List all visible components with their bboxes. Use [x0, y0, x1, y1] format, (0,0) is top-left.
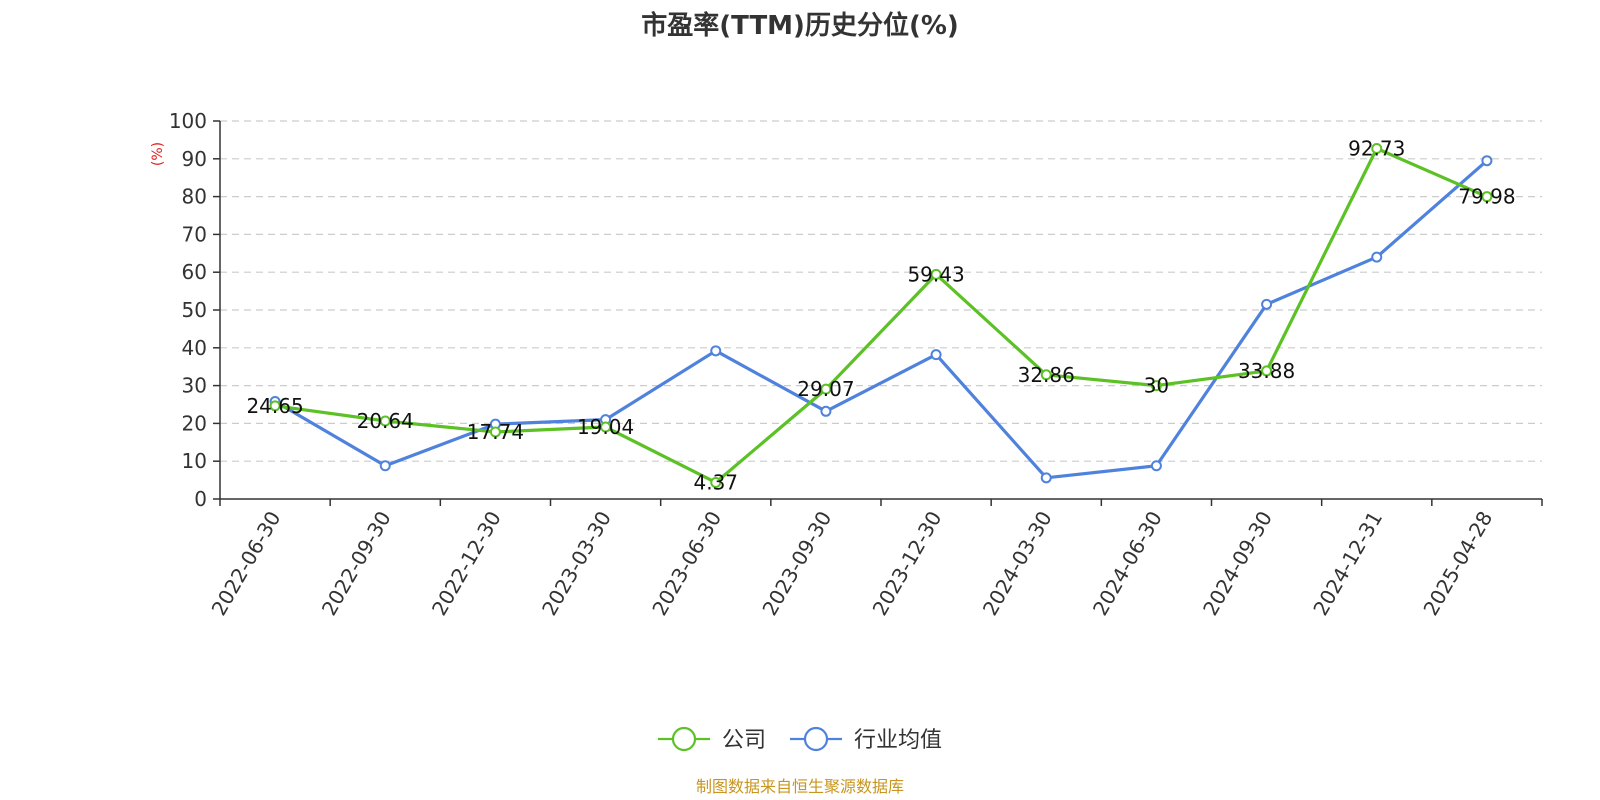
data-label: 30: [1144, 374, 1169, 398]
data-point[interactable]: [1371, 142, 1383, 154]
y-tick-label: 40: [182, 336, 207, 360]
data-label: 59.43: [907, 262, 964, 286]
legend-label: 公司: [722, 728, 766, 753]
data-point[interactable]: [489, 426, 501, 438]
x-tick-label: 2022-12-30: [427, 507, 506, 620]
x-tick-label: 2025-04-28: [1418, 507, 1497, 620]
y-tick-label: 30: [182, 374, 207, 398]
legend-marker: [803, 726, 829, 752]
chart-title: 市盈率(TTM)历史分位(%): [641, 10, 959, 41]
legend[interactable]: 公司 行业均值: [658, 726, 942, 753]
x-tick-label: 2023-03-30: [537, 507, 616, 620]
data-label: 32.86: [1018, 363, 1075, 387]
data-point[interactable]: [1371, 251, 1383, 263]
x-tick-label: 2024-06-30: [1088, 507, 1167, 620]
data-point[interactable]: [710, 345, 722, 357]
y-tick-label: 90: [182, 147, 207, 171]
grid-lines: [220, 120, 1542, 462]
x-tick-label: 2024-12-31: [1308, 507, 1387, 620]
data-point[interactable]: [820, 405, 832, 417]
legend-item[interactable]: 公司: [658, 726, 766, 753]
x-tick-label: 2022-06-30: [207, 507, 286, 620]
legend-marker: [671, 726, 697, 752]
y-tick-label: 60: [182, 260, 207, 284]
x-tick-label: 2023-09-30: [757, 507, 836, 620]
data-label: 20.64: [357, 409, 414, 433]
data-point[interactable]: [1040, 472, 1052, 484]
x-tick-label: 2024-09-30: [1198, 507, 1277, 620]
data-point[interactable]: [1150, 380, 1162, 392]
x-tick-label: 2023-06-30: [647, 507, 726, 620]
y-tick-label: 10: [182, 449, 207, 473]
data-label: 29.07: [797, 377, 854, 401]
y-tick-label: 80: [182, 185, 207, 209]
y-tick-label: 100: [169, 109, 207, 133]
data-label: 33.88: [1238, 359, 1295, 383]
x-tick-label: 2023-12-30: [868, 507, 947, 620]
data-point[interactable]: [269, 400, 281, 412]
data-point[interactable]: [710, 476, 722, 488]
series-lines: [269, 142, 1493, 488]
data-point[interactable]: [1261, 365, 1273, 377]
data-label: 17.74: [467, 420, 524, 444]
y-tick-label: 20: [182, 411, 207, 435]
data-point[interactable]: [1261, 298, 1273, 310]
axes: 0 10 20 30 40 50 60 70 80 90 100 2022-06-30 2022-09-…: [169, 109, 1543, 620]
data-point[interactable]: [820, 383, 832, 395]
data-point[interactable]: [1481, 155, 1493, 167]
data-label: 79.98: [1458, 185, 1515, 209]
data-point[interactable]: [1150, 460, 1162, 472]
source-note: 制图数据来自恒生聚源数据库: [696, 777, 904, 796]
y-axis-unit-label: (%): [150, 142, 166, 166]
y-tick-label: 70: [182, 222, 207, 246]
data-point[interactable]: [379, 415, 391, 427]
series-line: [274, 146, 1488, 485]
data-point[interactable]: [379, 460, 391, 472]
x-tick-label: 2024-03-30: [978, 507, 1057, 620]
data-point[interactable]: [1481, 191, 1493, 203]
data-point[interactable]: [930, 268, 942, 280]
data-label: 4.37: [693, 470, 738, 494]
legend-label: 行业均值: [854, 728, 942, 753]
data-labels: 24.65 20.64 17.74 19.04 4.37 29.07 59.43 32.86 3…: [246, 136, 1515, 494]
data-point[interactable]: [600, 421, 612, 433]
data-label: 92.73: [1348, 136, 1405, 160]
x-tick-label: 2022-09-30: [317, 507, 396, 620]
data-label: 19.04: [577, 415, 634, 439]
data-label: 24.65: [246, 394, 303, 418]
data-point[interactable]: [1040, 369, 1052, 381]
y-tick-label: 0: [194, 487, 207, 511]
legend-item[interactable]: 行业均值: [790, 726, 942, 753]
data-point[interactable]: [930, 349, 942, 361]
series-line: [274, 159, 1488, 480]
y-tick-label: 50: [182, 298, 207, 322]
